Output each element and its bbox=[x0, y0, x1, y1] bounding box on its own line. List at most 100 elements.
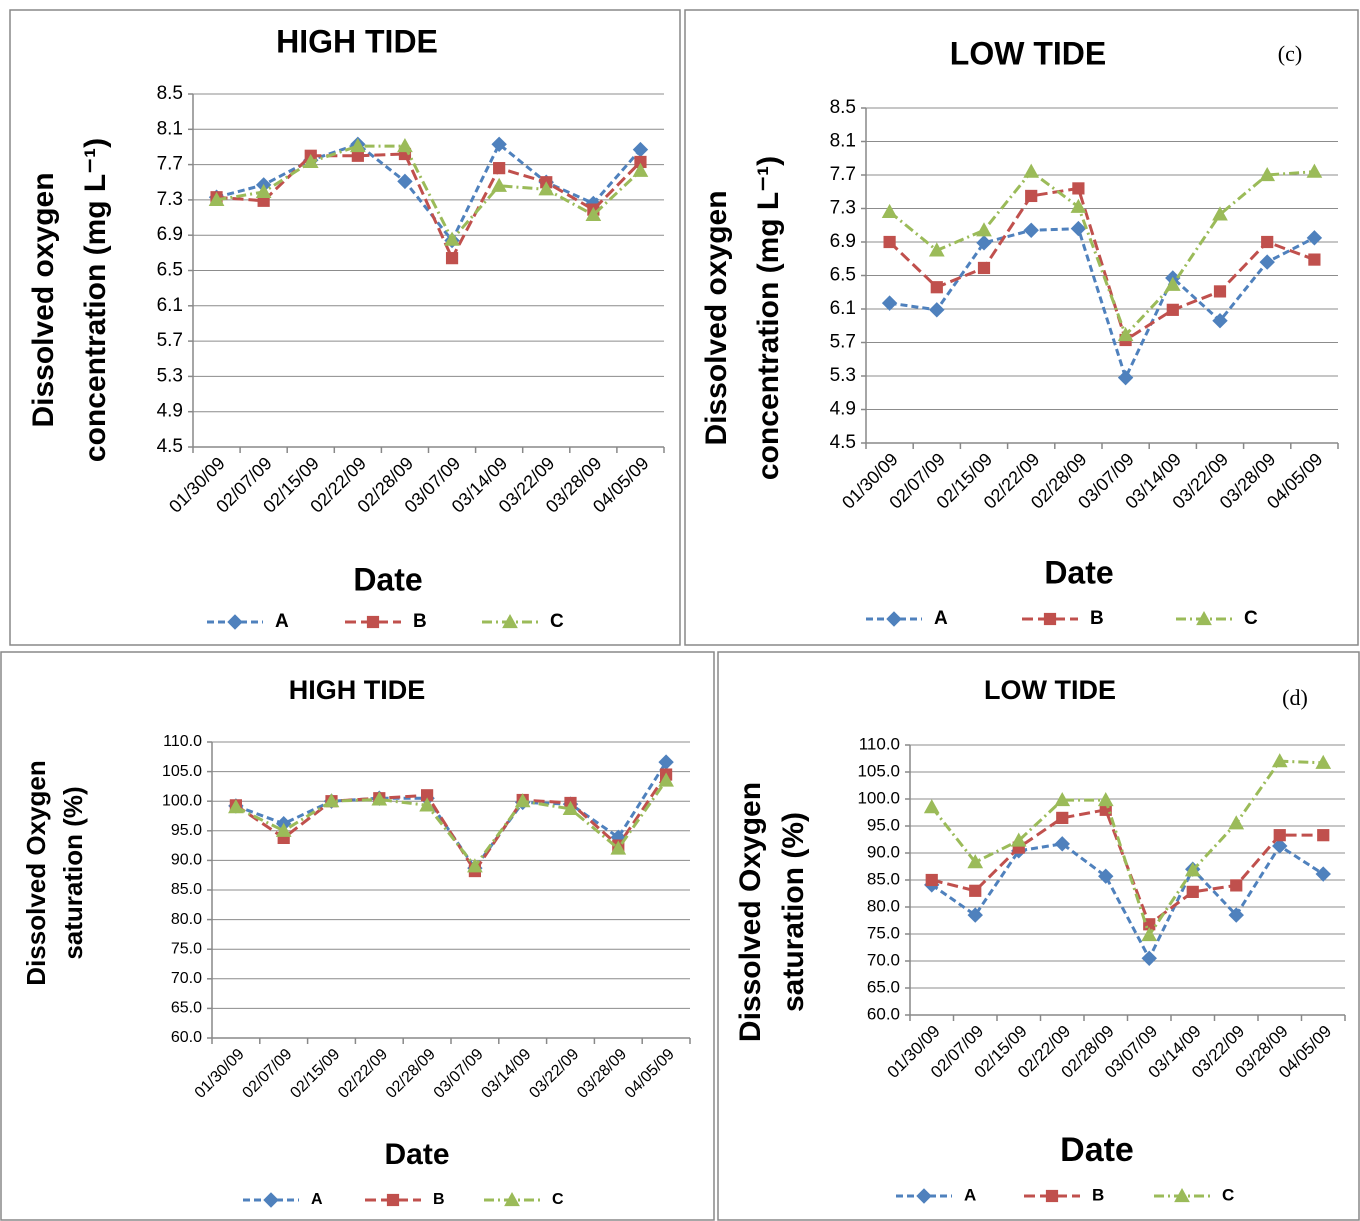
data-point bbox=[1271, 753, 1288, 768]
data-point bbox=[350, 138, 366, 153]
chart-title: LOW TIDE bbox=[984, 675, 1116, 705]
data-point bbox=[1023, 222, 1039, 238]
legend-marker bbox=[263, 1192, 279, 1208]
y-tick-label: 6.5 bbox=[157, 260, 183, 281]
data-point bbox=[397, 138, 413, 153]
legend-label: A bbox=[311, 1191, 323, 1208]
y-tick-label: 5.3 bbox=[157, 365, 183, 386]
data-point bbox=[514, 793, 531, 808]
data-point bbox=[1212, 206, 1228, 221]
data-point bbox=[275, 822, 292, 837]
y-tick-label: 100.0 bbox=[162, 792, 202, 809]
y-tick-label: 85.0 bbox=[867, 869, 900, 888]
series-line bbox=[930, 842, 1325, 962]
data-point bbox=[1272, 838, 1288, 854]
data-point bbox=[632, 162, 649, 177]
legend-marker bbox=[502, 613, 518, 629]
data-point bbox=[1097, 792, 1114, 807]
y-axis-label: Dissolved Oxygen bbox=[734, 782, 767, 1042]
data-point bbox=[1054, 836, 1070, 852]
data-point bbox=[925, 873, 938, 887]
data-point bbox=[1228, 815, 1245, 830]
y-tick-label: 8.5 bbox=[157, 83, 183, 104]
y-tick-label: 8.5 bbox=[830, 97, 856, 118]
panel-border bbox=[717, 651, 1360, 1221]
y-tick-label: 4.9 bbox=[157, 401, 183, 422]
data-point bbox=[255, 183, 272, 199]
data-point bbox=[658, 772, 674, 787]
y-tick-label: 6.1 bbox=[157, 295, 183, 316]
data-point bbox=[1070, 198, 1087, 213]
data-point bbox=[467, 858, 483, 873]
y-tick-label: 8.1 bbox=[157, 118, 183, 139]
chart-title: LOW TIDE bbox=[950, 35, 1106, 71]
legend-label: B bbox=[433, 1191, 445, 1208]
data-point bbox=[538, 181, 555, 196]
data-point bbox=[491, 177, 507, 192]
y-tick-label: 90.0 bbox=[171, 852, 202, 869]
x-axis-label: Date bbox=[1044, 554, 1113, 590]
x-tick-label: 03/28/09 bbox=[574, 1046, 630, 1102]
data-point bbox=[1184, 862, 1201, 877]
data-point bbox=[881, 203, 898, 218]
y-tick-label: 4.5 bbox=[157, 436, 183, 457]
y-tick-label: 85.0 bbox=[171, 881, 202, 898]
panel-border bbox=[684, 9, 1359, 646]
y-tick-label: 7.7 bbox=[157, 154, 183, 175]
data-point bbox=[1117, 369, 1134, 386]
data-point bbox=[883, 235, 896, 249]
y-tick-label: 70.0 bbox=[171, 970, 202, 987]
data-point bbox=[1141, 950, 1157, 967]
legend-label: C bbox=[552, 1191, 564, 1208]
y-tick-label: 75.0 bbox=[171, 940, 202, 957]
panel-border bbox=[9, 9, 681, 646]
data-point bbox=[562, 800, 579, 815]
y-tick-label: 95.0 bbox=[867, 815, 900, 834]
x-tick-label: 03/22/09 bbox=[526, 1046, 582, 1102]
data-point bbox=[1212, 313, 1228, 329]
data-point bbox=[1261, 235, 1274, 249]
y-tick-label: 105.0 bbox=[857, 761, 900, 780]
data-point bbox=[976, 222, 992, 237]
y-axis-label: concentration (mg L⁻¹) bbox=[79, 138, 112, 462]
legend-marker bbox=[916, 1188, 932, 1204]
series-line bbox=[889, 227, 1316, 382]
x-tick-label: 02/28/09 bbox=[383, 1046, 439, 1102]
y-tick-label: 90.0 bbox=[867, 842, 900, 861]
legend-marker bbox=[386, 1193, 400, 1207]
y-tick-label: 110.0 bbox=[859, 734, 900, 753]
y-tick-label: 6.9 bbox=[830, 231, 856, 252]
legend-label: A bbox=[964, 1185, 976, 1204]
legend-label: B bbox=[1090, 608, 1104, 629]
legend-label: C bbox=[1244, 608, 1258, 629]
x-tick-label: 01/30/09 bbox=[192, 1046, 248, 1102]
legend-marker bbox=[1043, 612, 1057, 626]
data-point bbox=[967, 854, 984, 869]
data-point bbox=[585, 206, 602, 222]
data-point bbox=[1166, 303, 1179, 316]
data-point bbox=[1054, 792, 1071, 807]
y-tick-label: 6.5 bbox=[830, 265, 856, 286]
data-point bbox=[1308, 253, 1321, 266]
series-line bbox=[235, 779, 668, 869]
legend-label: C bbox=[1222, 1185, 1234, 1204]
y-tick-label: 7.7 bbox=[830, 164, 856, 185]
data-point bbox=[632, 141, 649, 158]
data-point bbox=[445, 252, 459, 265]
data-point bbox=[976, 235, 992, 251]
data-point bbox=[1315, 754, 1332, 769]
panel-border bbox=[0, 651, 715, 1221]
y-tick-label: 65.0 bbox=[171, 1000, 202, 1017]
series-line bbox=[888, 186, 1315, 343]
data-point bbox=[208, 191, 225, 206]
data-point bbox=[1259, 254, 1275, 270]
y-tick-label: 5.3 bbox=[830, 365, 856, 386]
data-point bbox=[930, 281, 943, 294]
data-point bbox=[658, 754, 674, 770]
y-tick-label: 70.0 bbox=[867, 950, 900, 969]
y-tick-label: 60.0 bbox=[171, 1029, 202, 1046]
y-axis-label: Dissolved oxygen bbox=[27, 172, 60, 427]
data-point bbox=[1259, 166, 1276, 182]
panel-label: (c) bbox=[1278, 41, 1302, 66]
data-point bbox=[323, 793, 340, 808]
